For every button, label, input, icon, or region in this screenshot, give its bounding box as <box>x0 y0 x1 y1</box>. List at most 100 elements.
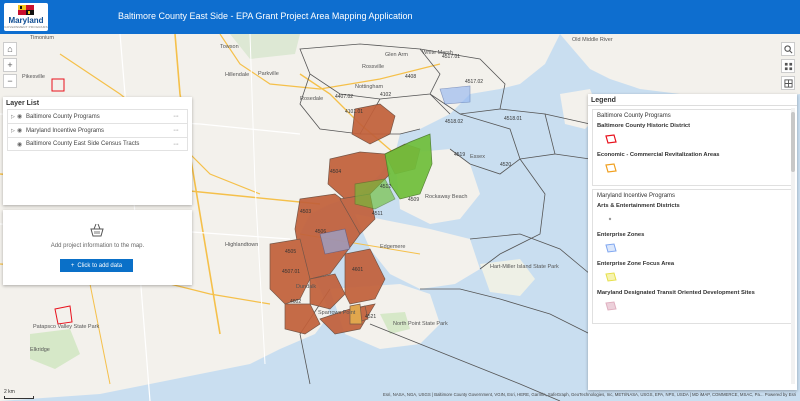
layer-item-label: Baltimore County Programs <box>26 113 100 120</box>
app-title: Baltimore County East Side - EPA Grant P… <box>118 11 413 21</box>
legend-label: Enterprise Zones <box>597 232 645 238</box>
layer-item-label: Maryland Incentive Programs <box>26 127 105 134</box>
layers-icon[interactable] <box>781 59 795 73</box>
legend-swatch <box>605 134 617 144</box>
layer-item[interactable]: ▷ ◉ Baltimore County Programs ··· <box>7 109 188 123</box>
legend-swatch <box>605 301 617 311</box>
place-label: Timonium <box>30 35 54 41</box>
scale-bar <box>4 396 34 399</box>
more-options-icon[interactable]: ··· <box>173 113 179 120</box>
basemap-icon[interactable] <box>781 76 795 90</box>
plus-icon: + <box>70 262 75 269</box>
add-data-button-label: Click to add data <box>77 262 123 269</box>
home-icon[interactable]: ⌂ <box>3 42 17 56</box>
place-label: Rosedale <box>300 96 324 102</box>
tract-label: 4518.01 <box>504 116 523 122</box>
place-label: Parkville <box>258 71 279 77</box>
add-data-message: Add project information to the map. <box>50 243 145 249</box>
layer-item-label: Baltimore County East Side Census Tracts <box>26 141 140 147</box>
plus-icon[interactable]: + <box>3 58 17 72</box>
legend-entry: Enterprise Zones <box>597 232 788 255</box>
legend-label: Enterprise Zone Focus Area <box>597 261 675 267</box>
legend-label: Economic - Commercial Revitalization Are… <box>597 152 720 158</box>
tract-label: 4518.02 <box>445 119 464 125</box>
map-attribution[interactable]: Esri, NASA, NGA, USGS | Baltimore County… <box>382 392 796 397</box>
tract-label: 4511 <box>372 211 383 217</box>
expand-arrow-icon[interactable]: ▷ <box>11 127 15 134</box>
place-label: Hart-Miller Island State Park <box>490 264 559 270</box>
place-label: Towson <box>220 44 239 50</box>
logo-subtitle: GOVERNMENT PROGRAMS <box>4 25 48 29</box>
place-label: Patapsco Valley State Park <box>33 324 100 330</box>
tract-label: 4602 <box>290 299 302 305</box>
legend-label: Baltimore County Historic District <box>597 123 691 129</box>
place-label: Dundalk <box>296 284 317 290</box>
tract-label: 4509 <box>408 197 420 203</box>
legend-entry: Arts & Entertainment Districts <box>597 203 788 226</box>
layer-list: ▷ ◉ Baltimore County Programs ··· ▷ ◉ Ma… <box>3 109 192 151</box>
legend-scrollbar[interactable] <box>791 108 795 384</box>
place-label: Rossville <box>362 64 385 70</box>
place-label: Elkridge <box>30 347 50 353</box>
place-label: Highlandtown <box>225 242 259 248</box>
place-label: Glen Arm <box>385 52 408 58</box>
expand-arrow-icon[interactable]: ▷ <box>11 113 15 120</box>
legend-group: Baltimore County Programs Baltimore Coun… <box>592 109 793 186</box>
basket-icon <box>90 223 104 237</box>
tract-label: 4102 <box>380 92 392 98</box>
maryland-logo: Maryland GOVERNMENT PROGRAMS <box>4 3 48 31</box>
scale-label: 2 km <box>4 389 15 395</box>
eye-icon[interactable]: ◉ <box>17 141 23 148</box>
tract-label: 4504 <box>330 169 342 175</box>
legend-swatch <box>605 163 617 173</box>
maryland-flag-icon <box>18 5 34 15</box>
tract-label: 4506 <box>315 229 327 235</box>
layer-list-title: Layer List <box>6 100 40 107</box>
tract-label: 4408 <box>405 74 417 80</box>
layer-list-panel: Layer List ▷ ◉ Baltimore County Programs… <box>3 97 192 205</box>
layer-item[interactable]: ▷ ◉ Maryland Incentive Programs ··· <box>7 123 188 137</box>
right-tools <box>781 42 795 90</box>
tract-label: 4507.01 <box>282 269 301 275</box>
scrollbar-thumb[interactable] <box>791 112 795 172</box>
legend-group-title: Baltimore County Programs <box>597 113 671 119</box>
tract-label: 4601 <box>352 267 364 273</box>
place-label: Pikesville <box>22 74 45 80</box>
more-options-icon[interactable]: ··· <box>173 141 179 148</box>
place-label: Rockaway Beach <box>425 194 468 200</box>
app-header: Maryland GOVERNMENT PROGRAMS Baltimore C… <box>0 0 800 34</box>
place-label: Nottingham <box>355 84 384 90</box>
tract-label: 4505 <box>285 249 297 255</box>
minus-icon[interactable]: − <box>3 74 17 88</box>
tract-label: 4407.02 <box>335 94 354 100</box>
legend-swatch <box>605 243 617 253</box>
place-label: White Marsh <box>422 50 453 56</box>
more-options-icon[interactable]: ··· <box>173 127 179 134</box>
legend-swatch <box>608 217 612 221</box>
add-data-button[interactable]: + Click to add data <box>60 259 133 272</box>
legend-entry: Maryland Designated Transit Oriented Dev… <box>597 290 788 313</box>
place-label: Sparrows Point <box>318 310 356 316</box>
legend-label: Maryland Designated Transit Oriented Dev… <box>597 290 755 296</box>
search-icon[interactable] <box>781 42 795 56</box>
legend-group: Maryland Incentive Programs Arts & Enter… <box>592 189 793 324</box>
tract-label: 4517.02 <box>465 79 484 85</box>
legend-swatch <box>605 272 617 282</box>
legend-label: Arts & Entertainment Districts <box>597 203 680 209</box>
tract-label: 4520 <box>500 162 512 168</box>
add-data-panel: Add project information to the map. + Cl… <box>3 210 192 285</box>
place-label: Hillendale <box>225 72 250 78</box>
tract-label: 4512 <box>380 184 392 190</box>
eye-icon[interactable]: ◉ <box>17 114 23 120</box>
eye-icon[interactable]: ◉ <box>17 128 23 134</box>
layer-item[interactable]: ◉ Baltimore County East Side Census Trac… <box>7 137 188 151</box>
legend-panel: Legend Baltimore County Programs Baltimo… <box>588 94 797 390</box>
legend-entry: Enterprise Zone Focus Area <box>597 261 788 284</box>
place-label: Edgemere <box>380 244 406 250</box>
legend-group-title: Maryland Incentive Programs <box>597 193 676 199</box>
legend-title: Legend <box>588 94 797 106</box>
tract-label: 4517.01 <box>442 54 461 60</box>
tract-label: 4519 <box>454 152 466 158</box>
tract-label: 4521 <box>365 314 377 320</box>
place-label: North Point State Park <box>393 321 448 327</box>
